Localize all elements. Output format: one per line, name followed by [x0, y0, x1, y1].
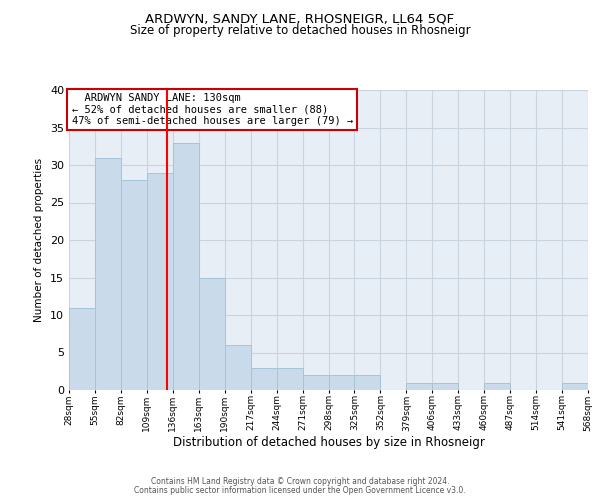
- Text: Contains HM Land Registry data © Crown copyright and database right 2024.: Contains HM Land Registry data © Crown c…: [151, 477, 449, 486]
- Bar: [406, 382, 432, 390]
- Bar: [432, 382, 458, 390]
- Bar: [277, 368, 302, 390]
- Text: Size of property relative to detached houses in Rhosneigr: Size of property relative to detached ho…: [130, 24, 470, 37]
- X-axis label: Distribution of detached houses by size in Rhosneigr: Distribution of detached houses by size …: [173, 436, 484, 449]
- Bar: [147, 172, 173, 390]
- Y-axis label: Number of detached properties: Number of detached properties: [34, 158, 44, 322]
- Bar: [562, 382, 588, 390]
- Text: ARDWYN, SANDY LANE, RHOSNEIGR, LL64 5QF: ARDWYN, SANDY LANE, RHOSNEIGR, LL64 5QF: [145, 12, 455, 26]
- Bar: [173, 142, 199, 390]
- Bar: [224, 345, 251, 390]
- Text: Contains public sector information licensed under the Open Government Licence v3: Contains public sector information licen…: [134, 486, 466, 495]
- Bar: [329, 375, 355, 390]
- Text: ARDWYN SANDY LANE: 130sqm
← 52% of detached houses are smaller (88)
47% of semi-: ARDWYN SANDY LANE: 130sqm ← 52% of detac…: [71, 93, 353, 126]
- Bar: [121, 180, 147, 390]
- Bar: [199, 278, 224, 390]
- Bar: [355, 375, 380, 390]
- Bar: [95, 158, 121, 390]
- Bar: [251, 368, 277, 390]
- Bar: [69, 308, 95, 390]
- Bar: [302, 375, 329, 390]
- Bar: [484, 382, 510, 390]
